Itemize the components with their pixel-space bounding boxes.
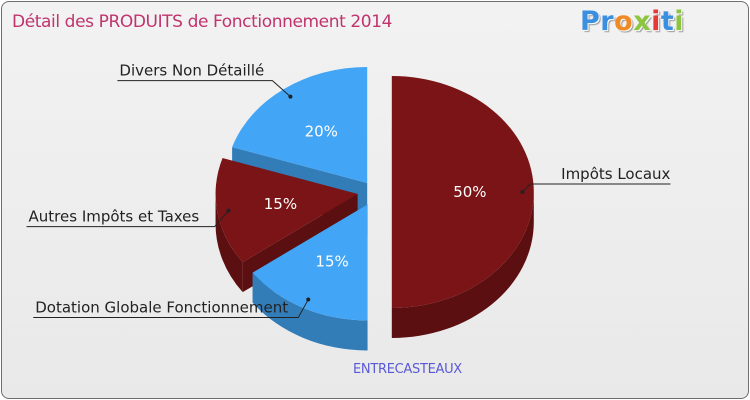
logo-letter: o bbox=[614, 6, 634, 37]
logo-letter: t bbox=[660, 6, 675, 37]
slice-percent-label: 20% bbox=[305, 122, 338, 140]
callout-line bbox=[117, 80, 291, 97]
slice-category-label: Autres Impôts et Taxes bbox=[29, 208, 200, 226]
pie-slice bbox=[252, 204, 368, 321]
slice-category-label: Divers Non Détaillé bbox=[119, 62, 264, 80]
callout-line bbox=[33, 299, 309, 319]
logo-letter: i bbox=[651, 6, 661, 37]
chart-title: Détail des PRODUITS de Fonctionnement 20… bbox=[12, 12, 393, 32]
commune-name: ENTRECASTEAUX bbox=[353, 362, 462, 377]
proxiti-logo[interactable]: Proxiti bbox=[580, 6, 684, 37]
slice-percent-label: 50% bbox=[453, 183, 486, 201]
pie-slice bbox=[215, 158, 358, 263]
pie-slice-rim bbox=[215, 193, 243, 293]
callout-dot bbox=[226, 208, 231, 213]
callout-dot bbox=[288, 94, 293, 99]
slice-category-label: Dotation Globale Fonctionnement bbox=[35, 299, 288, 317]
slice-category-label: Impôts Locaux bbox=[561, 165, 670, 183]
callout-line bbox=[26, 210, 229, 228]
logo-letter: r bbox=[600, 6, 615, 37]
slice-percent-label: 15% bbox=[315, 252, 348, 270]
pie-slice-rim bbox=[252, 272, 368, 351]
logo-letter: x bbox=[633, 6, 652, 37]
pie-slice-rim bbox=[391, 192, 534, 338]
callout-line bbox=[522, 183, 671, 193]
slice-percent-label: 15% bbox=[264, 195, 297, 213]
callout-dot bbox=[520, 190, 525, 194]
pie-slice bbox=[391, 76, 534, 308]
callout-dot bbox=[306, 297, 311, 302]
logo-letter: P bbox=[580, 6, 601, 37]
logo-letter: i bbox=[674, 6, 685, 37]
pie-slice bbox=[232, 66, 368, 183]
